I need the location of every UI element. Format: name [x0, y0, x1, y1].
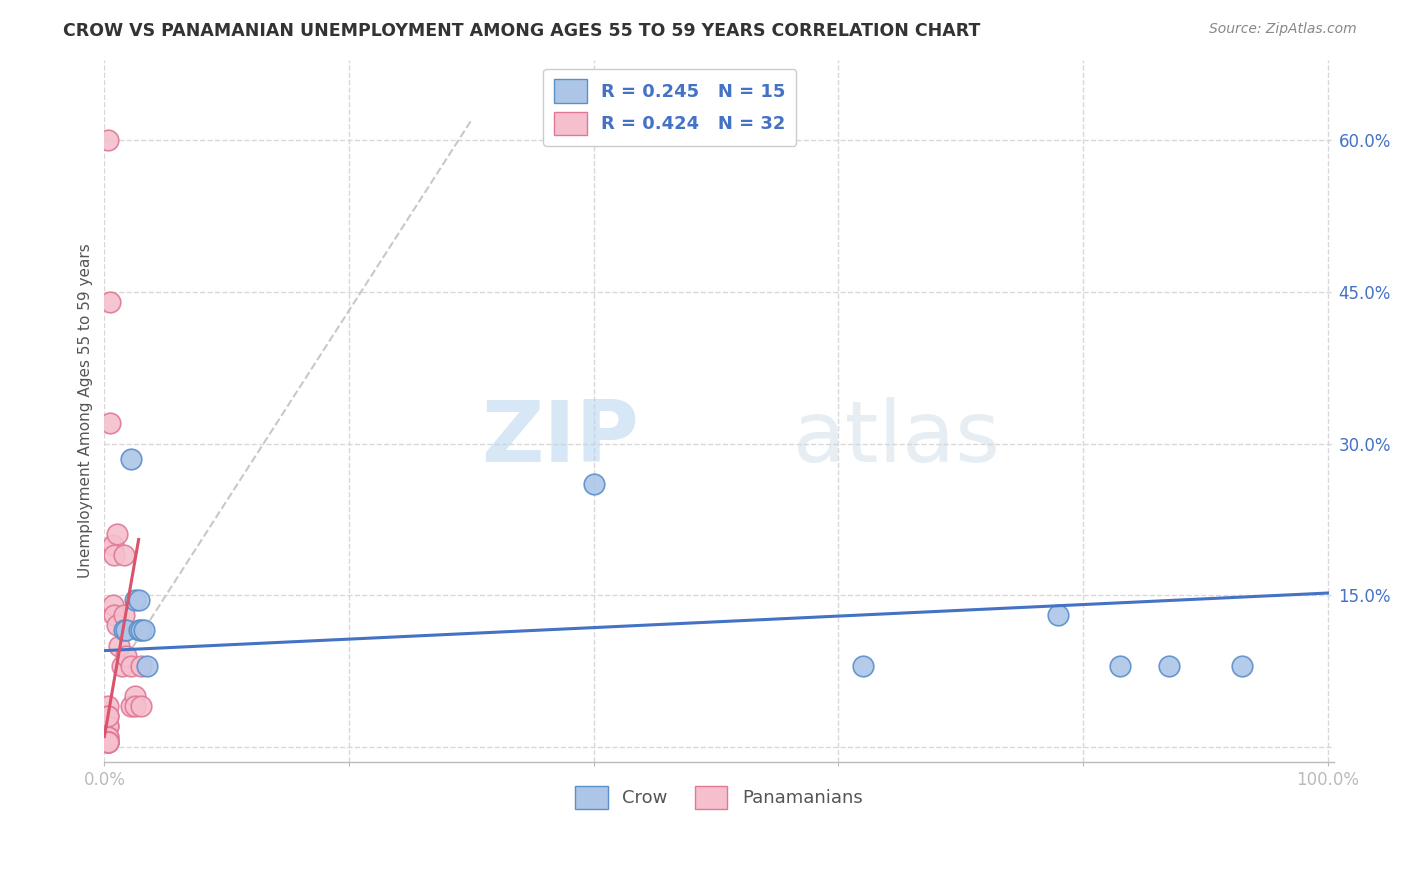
Point: [115, 648, 138, 663]
Point: [105, 527, 128, 541]
Point: [132, 624, 155, 638]
Point: [136, 658, 159, 673]
Point: [97, 734, 120, 748]
Point: [108, 639, 131, 653]
Text: ZIP: ZIP: [481, 397, 640, 480]
Point: [97, 709, 120, 723]
Point: [97, 734, 120, 748]
Point: [97, 699, 120, 714]
Point: [120, 451, 142, 466]
Point: [124, 593, 146, 607]
Point: [103, 548, 125, 562]
Text: Source: ZipAtlas.com: Source: ZipAtlas.com: [1209, 22, 1357, 37]
Y-axis label: Unemployment Among Ages 55 to 59 years: Unemployment Among Ages 55 to 59 years: [79, 244, 93, 578]
Point: [97, 719, 120, 733]
Legend: Crow, Panamanians: Crow, Panamanians: [568, 779, 870, 816]
Point: [110, 658, 132, 673]
Point: [97, 730, 120, 744]
Point: [128, 593, 150, 607]
Point: [97, 133, 120, 147]
Point: [101, 598, 124, 612]
Point: [1157, 658, 1180, 673]
Point: [100, 417, 122, 431]
Point: [105, 618, 128, 632]
Point: [97, 730, 120, 744]
Text: atlas: atlas: [793, 397, 1001, 480]
Point: [124, 699, 146, 714]
Point: [112, 624, 135, 638]
Point: [129, 624, 152, 638]
Point: [112, 548, 135, 562]
Point: [1047, 608, 1070, 623]
Point: [120, 699, 142, 714]
Point: [97, 709, 120, 723]
Point: [129, 699, 152, 714]
Point: [103, 608, 125, 623]
Point: [97, 734, 120, 748]
Point: [97, 719, 120, 733]
Point: [582, 477, 605, 491]
Point: [100, 295, 122, 310]
Point: [129, 658, 152, 673]
Point: [1230, 658, 1253, 673]
Point: [120, 658, 142, 673]
Point: [1108, 658, 1130, 673]
Point: [115, 624, 138, 638]
Point: [112, 608, 135, 623]
Point: [852, 658, 875, 673]
Point: [124, 689, 146, 703]
Point: [101, 537, 124, 551]
Point: [97, 734, 120, 748]
Text: CROW VS PANAMANIAN UNEMPLOYMENT AMONG AGES 55 TO 59 YEARS CORRELATION CHART: CROW VS PANAMANIAN UNEMPLOYMENT AMONG AG…: [63, 22, 980, 40]
Point: [128, 624, 150, 638]
Point: [97, 734, 120, 748]
